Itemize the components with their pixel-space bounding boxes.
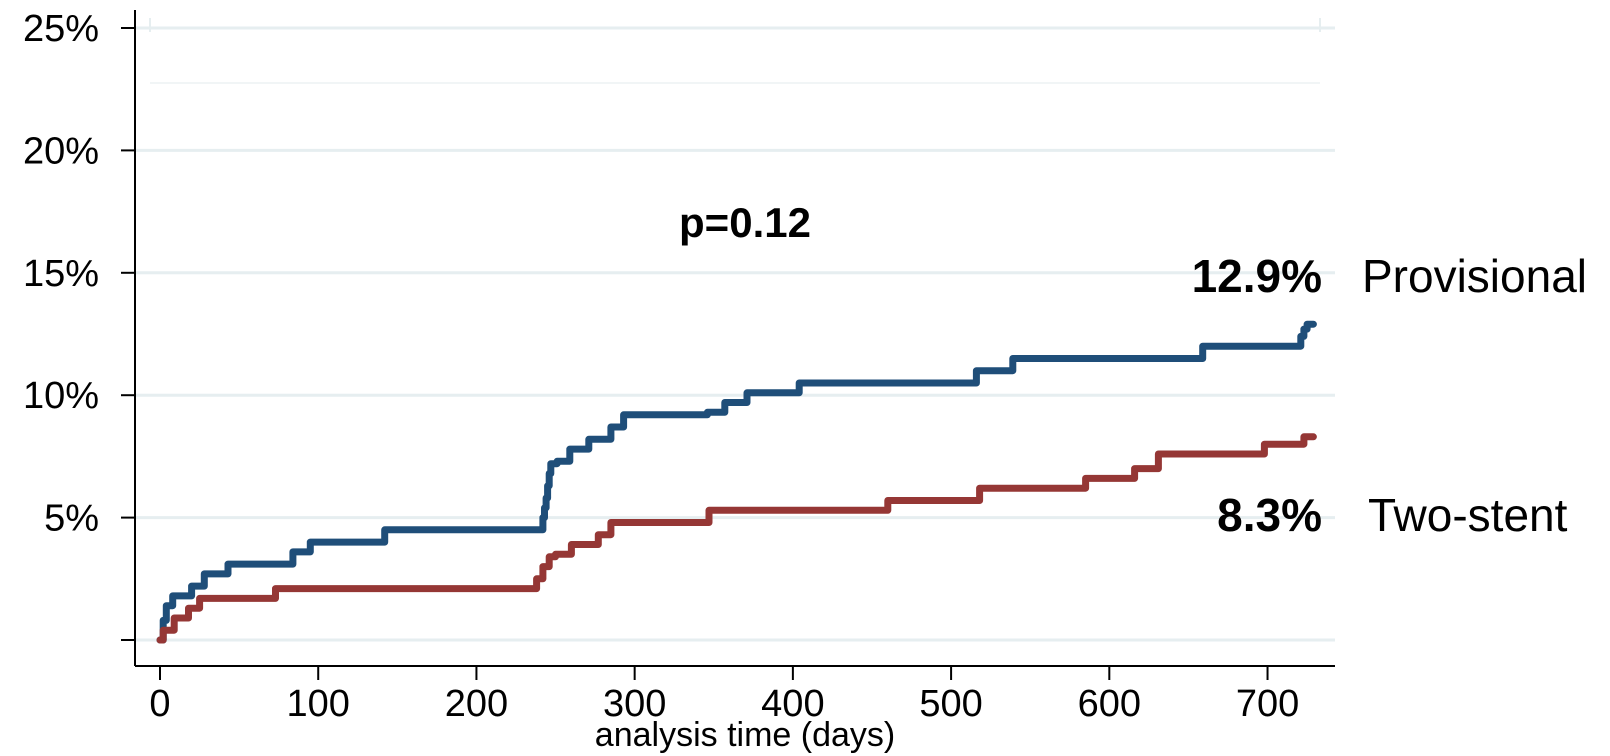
y-tick-label: 15%: [23, 253, 99, 295]
x-tick-label: 300: [603, 683, 666, 725]
x-tick-label: 600: [1078, 683, 1141, 725]
p-value-annotation: p=0.12: [679, 199, 811, 246]
end-value-label-provisional: 12.9%: [1192, 250, 1322, 302]
series-name-label-two-stent: Two-stent: [1368, 489, 1568, 541]
axes: 5% 10% 15% 20% 25% 0 100 200 300 400 500 600 700: [23, 8, 1335, 725]
series-name-label-provisional: Provisional: [1362, 250, 1587, 302]
x-axis-title: analysis time (days): [595, 716, 895, 754]
x-tick-label: 100: [287, 683, 350, 725]
x-tick-label: 200: [445, 683, 508, 725]
series-line-two-stent: [156, 433, 1317, 644]
y-tick-label: 5%: [44, 498, 99, 540]
series-lines: [156, 320, 1317, 644]
x-tick-label: 0: [149, 683, 170, 725]
y-tick-label: 20%: [23, 130, 99, 172]
chart-labels: analysis time (days) p=0.12 12.9% Provision…: [595, 199, 1587, 754]
y-tick-label: 10%: [23, 375, 99, 417]
end-value-label-two-stent: 8.3%: [1217, 489, 1322, 541]
x-tick-label: 500: [919, 683, 982, 725]
series-line-provisional: [156, 320, 1317, 644]
x-tick-label: 700: [1236, 683, 1299, 725]
x-tick-label: 400: [761, 683, 824, 725]
y-tick-label: 25%: [23, 8, 99, 50]
grid-lines: [135, 18, 1335, 642]
